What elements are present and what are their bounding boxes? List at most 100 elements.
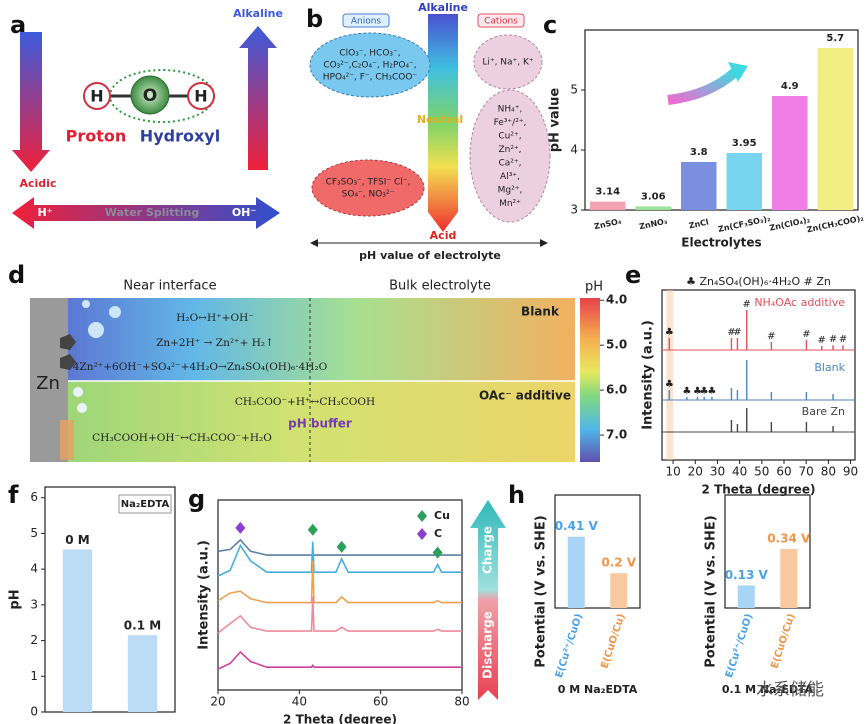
y-tick-label: 4: [30, 562, 38, 576]
colorbar-label: pH: [585, 280, 603, 295]
value-label: 0.41 V: [555, 519, 599, 533]
additive-region: [30, 381, 575, 462]
oh-minus-label: OH⁻: [232, 206, 257, 219]
bar: [817, 48, 853, 210]
region-label: Near interface: [123, 279, 216, 294]
colorbar-tick-label: 4.0: [606, 293, 627, 307]
y-tick-label: 3: [570, 203, 578, 217]
x-tick-label: 80: [454, 695, 469, 709]
bubble: [109, 306, 121, 318]
panel-label: e: [625, 261, 641, 289]
y-axis-label: Potential (V vs. SHE): [534, 515, 549, 667]
colorbar: [580, 298, 600, 462]
y-axis-label: pH: [8, 589, 23, 609]
bar: [567, 536, 585, 608]
plot-frame: [584, 29, 859, 211]
value-label: 3.8: [690, 147, 708, 158]
value-label: 0.13 V: [725, 568, 769, 582]
legend-box: [118, 494, 172, 514]
x-tick-label: 80: [821, 465, 836, 479]
y-tick-label: 0: [30, 705, 38, 719]
proton-label: Proton: [66, 127, 127, 146]
ion-list: CO₃²⁻,C₂O₄⁻, H₂PO₄⁻,: [323, 61, 416, 71]
category-label: ZnCl: [688, 217, 710, 230]
value-label: 3.95: [732, 138, 757, 149]
xrd-curve: [217, 596, 462, 634]
peak-marker: [417, 528, 427, 540]
xrd-curve: [217, 541, 462, 577]
y-tick-label: 1: [30, 669, 38, 683]
peak-label: #: [733, 327, 741, 338]
cation-group: [473, 34, 543, 90]
axis-label: pH value of electrolyte: [359, 249, 501, 262]
x-tick-label: 60: [373, 695, 388, 709]
atom-label: H: [90, 87, 103, 106]
atom-label: H: [194, 87, 207, 106]
ion-list: Fe³⁺/²⁺,: [494, 118, 527, 128]
x-tick-label: 70: [799, 465, 814, 479]
category-label: 0.1 M: [124, 619, 161, 633]
acid-arrow: [12, 32, 50, 172]
atom: [83, 82, 111, 110]
value-label: 5.7: [826, 33, 844, 44]
bar: [780, 548, 798, 608]
x-tick-label: 40: [292, 695, 307, 709]
ion-list: Mg²⁺,: [498, 185, 523, 195]
y-axis-label: pH value: [548, 88, 563, 153]
water-splitting-label: Water Splitting: [105, 206, 199, 219]
water-splitting-arrow: [12, 197, 280, 229]
panel-label: h: [508, 481, 525, 509]
cations-label: Cations: [484, 17, 518, 27]
colorbar-ticks: 4.0 5.0 6.0 7.0: [600, 293, 627, 442]
discharge-label: Discharge: [481, 611, 495, 679]
y-axis-label: Intensity (a.u.): [641, 320, 656, 430]
panel-d: Near interface Bulk electrolyte Zn H₂O↔H…: [30, 279, 627, 462]
x-axis-label: 2 Theta (degree): [702, 483, 816, 497]
bar: [772, 96, 808, 210]
y-axis-label: Potential (V vs. SHE): [704, 515, 719, 667]
equation: 4Zn²⁺+6OH⁻+SO₄²⁻+4H₂O→Zn₄SO₄(OH)₆·4H₂O: [73, 361, 328, 373]
arrow-head: [310, 239, 318, 247]
category-label: Zn(CH₃COO)₂: [806, 213, 865, 234]
region-label: Bulk electrolyte: [389, 279, 491, 294]
bubble: [77, 403, 87, 413]
panel-b: Alkaline Neutral Acid Anions Cations ClO…: [309, 1, 551, 262]
deposit: [60, 420, 74, 460]
plot-frame: [661, 289, 856, 461]
series-label: Blank: [814, 361, 845, 374]
value-label: 3.14: [595, 187, 620, 198]
category-label: E(CuO/Cu): [769, 612, 797, 670]
x-axis-label: 2 Theta (degree): [283, 713, 397, 724]
ion-list: Al³⁺,: [500, 172, 520, 182]
y-axis-label: Intensity (a.u.): [197, 540, 212, 650]
ph-column: [428, 14, 458, 232]
annotation: ♣ Zn₄SO₄(OH)₆·4H₂O # Zn: [686, 275, 831, 288]
x-tick-label: 30: [710, 465, 725, 479]
peak-label: #: [829, 334, 837, 345]
panel-label: d: [8, 261, 25, 289]
anion-group: [309, 32, 431, 98]
y-tick-label: 3: [30, 597, 38, 611]
deposit: [60, 354, 76, 370]
category-label: Zn(CF₃SO₃)₂: [717, 214, 771, 234]
value-label: 3.06: [641, 191, 666, 202]
atom: [187, 82, 215, 110]
ion-list: Li⁺, Na⁺, K⁺: [482, 58, 534, 68]
acid-label: Acid: [430, 229, 457, 242]
ion-list: Ca²⁺,: [498, 158, 521, 168]
x-tick-label: 40: [732, 465, 747, 479]
category-label: 0 M: [65, 533, 89, 547]
y-tick-label: 2: [30, 633, 38, 647]
peak-label: ♣: [700, 386, 709, 397]
bar: [681, 162, 717, 210]
cations-badge: [477, 13, 525, 28]
legend-label: C: [434, 527, 442, 540]
acidic-label: Acidic: [20, 177, 57, 190]
x-tick-label: 10: [665, 465, 680, 479]
anion-group: [311, 159, 425, 217]
ion-list: Cu²⁺,: [498, 131, 521, 141]
x-tick-label: 60: [776, 465, 791, 479]
colorbar-tick-label: 5.0: [606, 338, 627, 352]
trend-arrow: [667, 68, 739, 105]
